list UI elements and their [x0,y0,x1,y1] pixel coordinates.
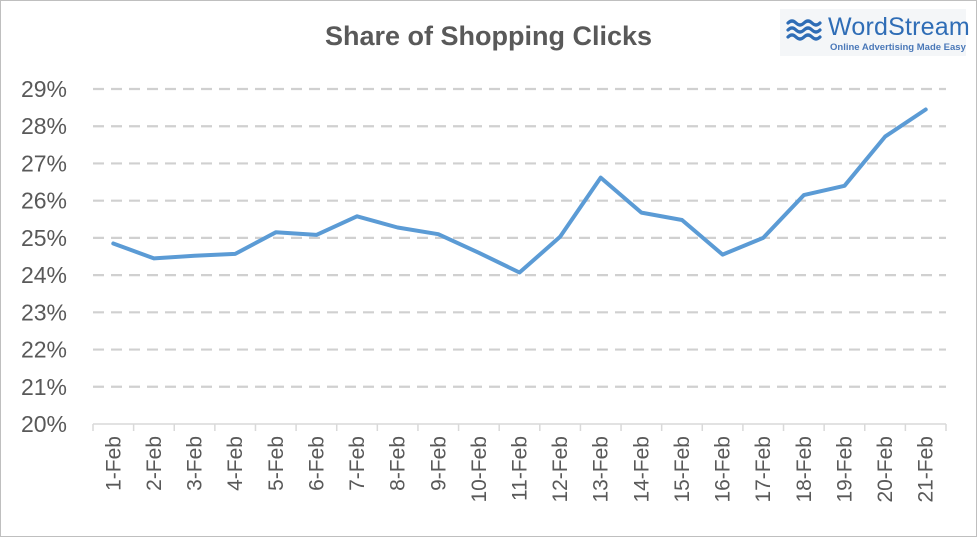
waves-icon [786,19,822,41]
series-layer [111,107,928,275]
x-tick-label: 15-Feb [671,436,694,503]
y-tick-label: 24% [21,262,67,288]
series-line [111,107,928,275]
data-point [681,219,683,221]
y-tick-label: 25% [21,225,67,251]
x-tick-label: 20-Feb [874,436,897,503]
y-tick-label: 20% [21,411,67,437]
logo-tagline: Online Advertising Made Easy [830,42,966,53]
x-tick-label: 12-Feb [549,436,572,503]
data-point [884,136,886,138]
y-tick-label: 23% [21,299,67,325]
y-tick-label: 27% [21,150,67,176]
x-tick-label: 2-Feb [143,436,166,491]
x-tick-label: 3-Feb [184,436,207,491]
x-tick-label: 13-Feb [590,436,613,503]
data-point [234,253,236,255]
x-tick-label: 7-Feb [346,436,369,491]
wordstream-logo: WordStream Online Advertising Made Easy [780,9,970,56]
x-tick-label: 16-Feb [712,436,735,503]
data-point [194,255,196,257]
data-point [722,254,724,256]
x-tick-label: 17-Feb [752,436,775,503]
data-point [640,212,642,214]
y-tick-label: 21% [21,374,67,400]
x-tick-label: 18-Feb [793,436,816,503]
y-tick-label: 22% [21,337,67,363]
data-point [559,236,561,238]
data-point [843,185,845,187]
data-point [762,237,764,239]
data-point [478,252,480,254]
data-point [275,231,277,233]
data-point [315,234,317,236]
data-point [397,226,399,228]
logo-name: WordStream [828,13,970,41]
x-tick-label: 6-Feb [305,436,328,491]
x-tick-label: 9-Feb [427,436,450,491]
data-point [153,257,155,259]
x-axis-ticks: 1-Feb 2-Feb 3-Feb 4-Feb 5-Feb 6-Feb 7-Feb 8-Feb… [102,436,937,503]
data-point [112,242,114,244]
data-point [519,272,520,274]
data-point [803,194,805,196]
y-tick-label: 29% [21,76,67,102]
y-axis-ticks: 20% 21% 22% 23% 24% 25% 26% 27% 28% 29% [21,76,67,437]
x-tick-label: 4-Feb [224,436,247,491]
y-tick-label: 28% [21,113,67,139]
x-tick-label: 8-Feb [387,436,410,491]
data-point [600,177,602,179]
data-point [356,215,358,217]
chart-title: Share of Shopping Clicks [324,21,653,51]
x-tick-label: 1-Feb [102,436,125,491]
x-tick-label: 14-Feb [630,436,653,503]
x-tick-label: 11-Feb [509,436,532,501]
x-tick-label: 19-Feb [833,436,856,503]
x-tick-label: 10-Feb [468,436,491,503]
x-tick-label: 5-Feb [265,436,288,491]
y-tick-label: 26% [21,188,67,214]
gridlines [93,87,946,388]
x-axis [92,423,947,431]
data-point [437,233,439,235]
x-tick-label: 21-Feb [915,436,938,503]
data-point [925,108,927,110]
